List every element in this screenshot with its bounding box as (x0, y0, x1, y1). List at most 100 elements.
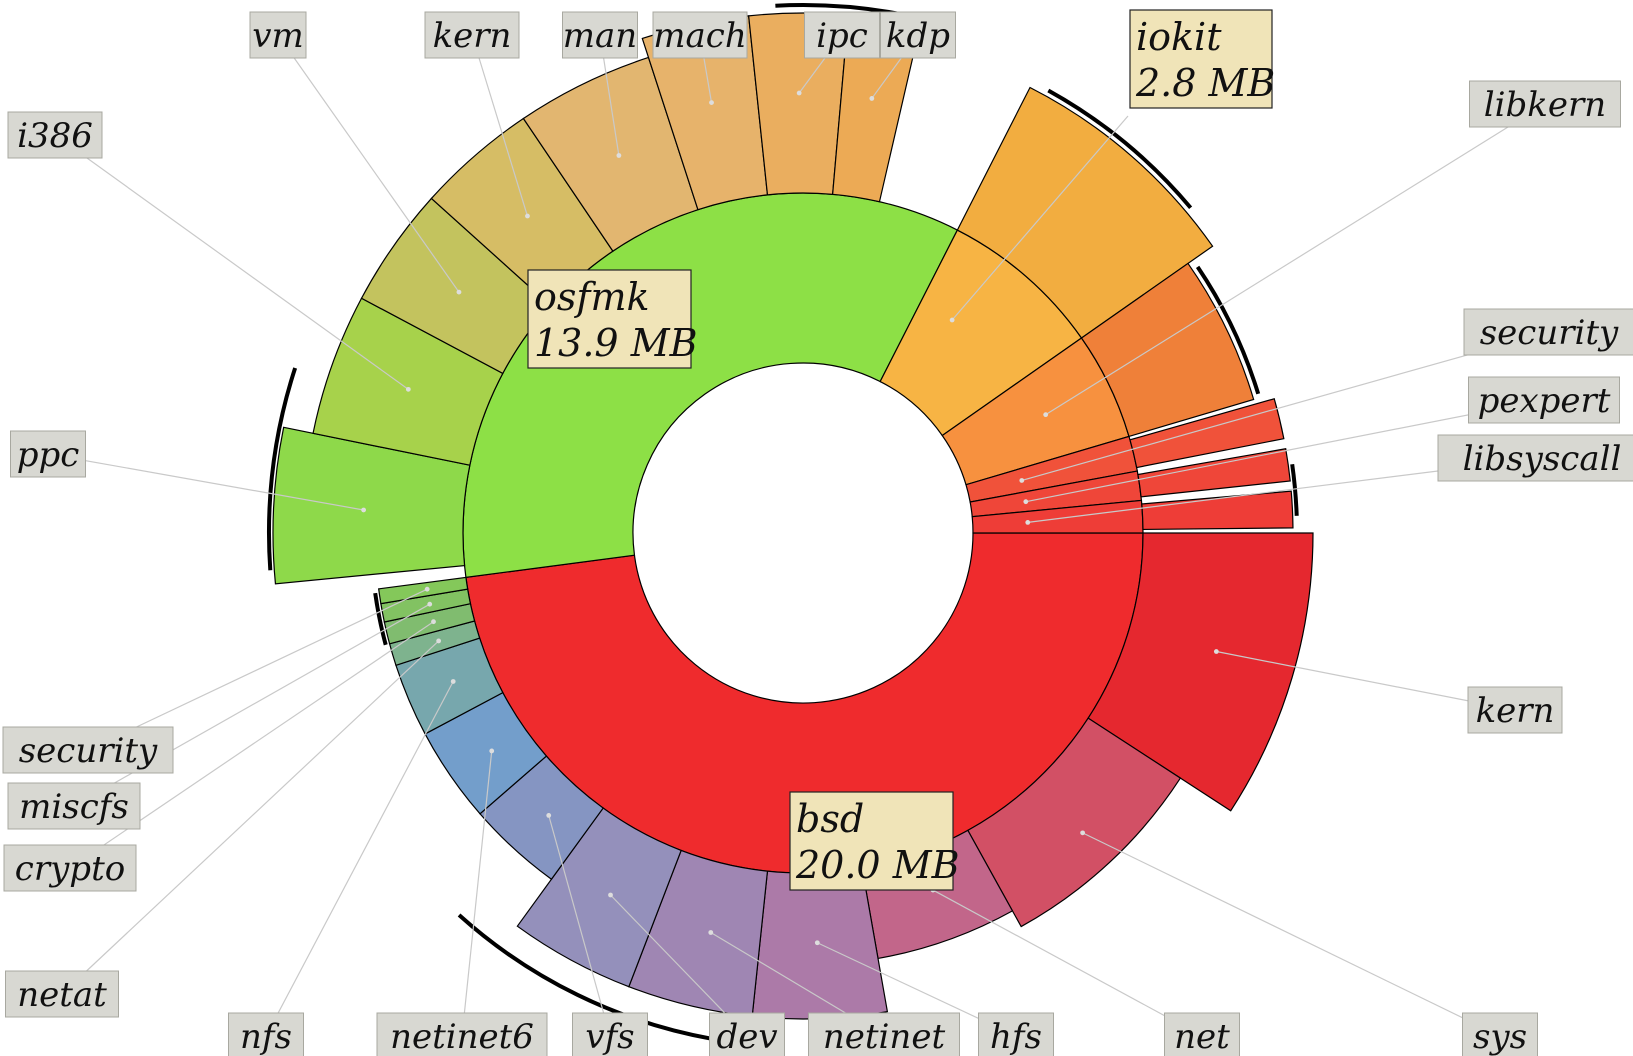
labels-layer: kern sys net hfs netinet dev vfs netinet6 nfs net… (2, 11, 1633, 1056)
label-box-osfmk-kern (424, 11, 520, 59)
summary-box-bsd (789, 791, 954, 891)
summary-size-bsd: 20.0 MB (795, 843, 960, 887)
label-text-bsd-security: security (19, 731, 158, 771)
leader-dot-iokit (949, 317, 955, 323)
leader-dot-libsyscall (1025, 520, 1031, 525)
leader-line-bsd-net (932, 889, 1203, 1037)
label-bsd-miscfs: miscfs (7, 782, 141, 830)
leader-line-pexpert (1025, 399, 1545, 503)
label-bsd-net: net (1164, 1012, 1240, 1056)
label-box-bsd-miscfs (7, 782, 141, 830)
leader-dot-bsd-dev (608, 892, 613, 898)
segment-osfmk-ppc[interactable] (272, 426, 471, 585)
leader-line-bsd-netinet6 (461, 750, 493, 1037)
leader-dot-osfmk-kdp (869, 96, 875, 101)
label-text-osfmk-ppc: ppc (17, 435, 80, 475)
label-box-osfmk-ipc (804, 11, 880, 59)
leader-line-osfmk-ppc (47, 453, 364, 511)
label-text-libsyscall: libsyscall (1463, 439, 1622, 479)
size-arc-2 (373, 592, 388, 646)
size-arc-1 (457, 913, 715, 1042)
label-bsd-hfs: hfs (978, 1012, 1054, 1056)
label-osfmk-kern: kern (424, 11, 520, 59)
summary-name-osfmk: osfmk (534, 275, 650, 319)
segment-iokit-iokit[interactable] (956, 86, 1214, 339)
leader-dot-bsd-miscfs (427, 601, 433, 607)
label-box-bsd-hfs (978, 1012, 1054, 1056)
leader-dot-bsd-kern (1213, 649, 1219, 654)
label-box-osfmk-ppc (10, 430, 86, 478)
summary-name-iokit: iokit (1136, 15, 1222, 59)
label-bsd-netat: netat (5, 970, 119, 1018)
label-osfmk-i386: i386 (7, 111, 103, 159)
label-text-osfmk-i386: i386 (17, 116, 93, 156)
segment-security-outer[interactable] (1129, 398, 1285, 469)
label-box-security (1463, 308, 1633, 356)
leader-line-bsd-nfs (265, 681, 454, 1037)
leader-dot-libkern-libkern (1043, 412, 1049, 418)
label-text-bsd-netinet6: netinet6 (390, 1017, 534, 1056)
label-bsd-crypto: crypto (3, 844, 137, 892)
label-pexpert: pexpert (1468, 376, 1620, 424)
leader-line-osfmk-i386 (54, 134, 409, 390)
label-box-bsd-nfs (228, 1012, 304, 1056)
label-text-osfmk-ipc: ipc (816, 16, 868, 56)
label-text-osfmk-kern: kern (433, 16, 512, 56)
summary-name-bsd: bsd (796, 797, 864, 841)
segment-bsd-kern[interactable] (1087, 532, 1314, 812)
label-box-pexpert (1468, 376, 1620, 424)
leader-dot-osfmk-man (616, 153, 622, 158)
label-box-osfmk-mach (652, 11, 748, 59)
label-box-osfmk-man (562, 11, 638, 59)
label-box-bsd-net (1164, 1012, 1240, 1056)
label-osfmk-vm: vm (249, 11, 307, 59)
size-arc-4 (1047, 88, 1193, 210)
leader-dot-bsd-sys (1080, 830, 1086, 836)
label-box-bsd-dev (709, 1012, 785, 1056)
leader-line-bsd-kern (1216, 650, 1516, 711)
leader-line-bsd-security (87, 588, 428, 751)
size-arc-6 (1290, 463, 1299, 516)
label-text-bsd-netat: netat (17, 975, 107, 1015)
label-box-libkern-libkern (1469, 80, 1621, 128)
label-osfmk-ppc: ppc (10, 430, 86, 478)
leader-lines-layer (47, 34, 1550, 1037)
label-text-libkern-libkern: libkern (1484, 85, 1606, 125)
label-box-bsd-security (2, 726, 174, 774)
leader-dot-osfmk-i386 (405, 386, 411, 392)
segment-pexpert-outer[interactable] (1137, 448, 1291, 498)
leader-line-security (1021, 331, 1550, 482)
leader-line-iokit (951, 115, 1129, 321)
label-bsd-sys: sys (1462, 1012, 1538, 1056)
label-osfmk-mach: mach (652, 11, 748, 59)
leader-dot-osfmk-mach (709, 100, 714, 106)
segment-libsyscall-outer[interactable] (1141, 490, 1294, 531)
leader-line-osfmk-vm (277, 34, 460, 293)
label-bsd-netinet6: netinet6 (376, 1012, 548, 1056)
leader-dot-osfmk-vm (456, 289, 462, 295)
label-box-osfmk-i386 (7, 111, 103, 159)
label-text-bsd-hfs: hfs (990, 1017, 1042, 1056)
leader-dot-bsd-vfs (546, 812, 552, 818)
label-osfmk-kdp: kdp (880, 11, 956, 59)
label-box-bsd-vfs (572, 1012, 648, 1056)
leader-dot-osfmk-ppc (361, 507, 367, 513)
leader-dot-osfmk-kern (525, 213, 530, 219)
leader-dot-bsd-nfs (450, 679, 456, 684)
label-box-bsd-netinet (808, 1012, 960, 1056)
leader-dot-osfmk-ipc (796, 90, 802, 96)
label-bsd-netinet: netinet (808, 1012, 960, 1056)
label-box-bsd-kern (1467, 686, 1563, 734)
label-box-bsd-netat (5, 970, 119, 1018)
segment-bsd-sys[interactable] (967, 717, 1182, 928)
segment-libkern-libkern[interactable] (1080, 262, 1255, 438)
label-bsd-security: security (2, 726, 174, 774)
label-bsd-dev: dev (709, 1012, 785, 1056)
leader-dot-bsd-netat (436, 638, 442, 644)
summary-size-osfmk: 13.9 MB (534, 321, 698, 365)
leader-line-bsd-sys (1082, 832, 1501, 1037)
